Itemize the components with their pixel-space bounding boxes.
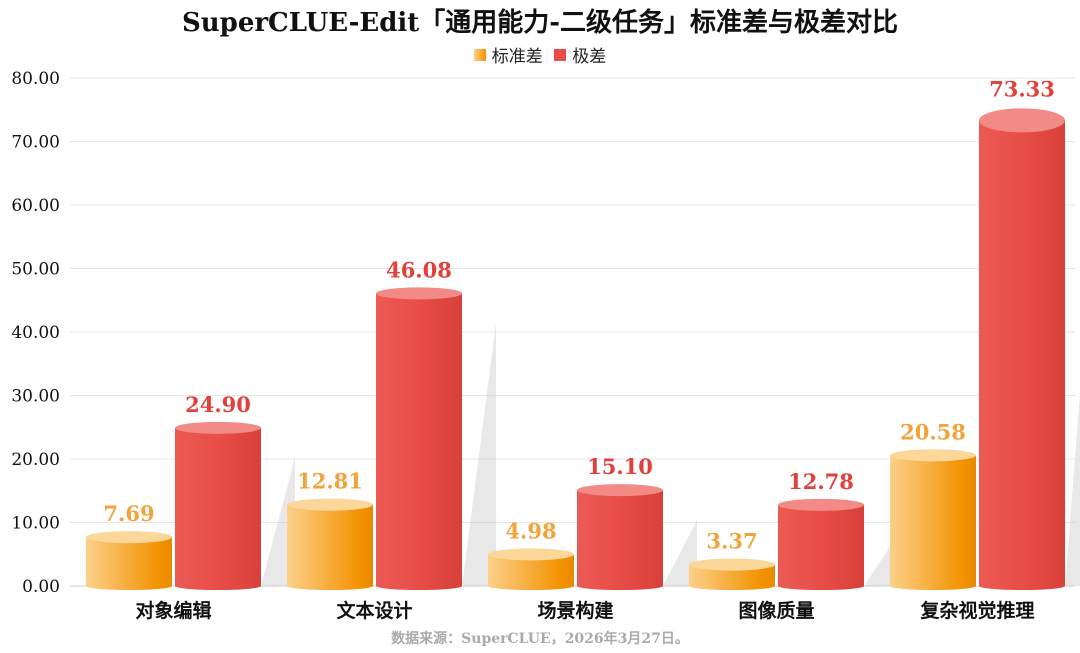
- y-tick-label: 0.00: [22, 577, 60, 597]
- x-category-label: 对象编辑: [135, 599, 211, 622]
- bar-base: [376, 582, 462, 590]
- bar: [175, 427, 261, 586]
- bar-top: [86, 531, 172, 544]
- chart-title: SuperCLUE-Edit「通用能力-二级任务」标准差与极差对比: [181, 8, 899, 38]
- bar-base: [890, 582, 976, 590]
- bar-shadow: [261, 457, 295, 586]
- x-category-label: 复杂视觉推理: [919, 599, 1034, 622]
- data-label: 15.10: [587, 454, 653, 479]
- legend-item-range: 极差: [554, 42, 606, 67]
- bar-top: [175, 421, 261, 434]
- bar: [577, 490, 663, 586]
- y-tick-label: 60.00: [11, 196, 60, 216]
- bar-top: [577, 484, 663, 497]
- bar: [86, 537, 172, 586]
- bar-top: [778, 498, 864, 511]
- bar: [287, 504, 373, 586]
- bar-shadow: [663, 520, 697, 586]
- chart-legend: 标准差 极差: [0, 42, 1080, 67]
- bar-base: [488, 582, 574, 590]
- data-label: 46.08: [386, 257, 452, 282]
- legend-swatch-std-dev: [473, 48, 486, 61]
- bar: [376, 293, 462, 586]
- bar: [778, 504, 864, 586]
- y-tick-label: 40.00: [11, 323, 60, 343]
- data-label: 12.81: [297, 469, 363, 494]
- bar-base: [86, 582, 172, 590]
- data-label: 20.58: [900, 419, 966, 444]
- source-note: 数据来源：SuperCLUE，2026年3月27日。: [391, 631, 689, 647]
- bar-shadow: [1065, 393, 1080, 586]
- bar: [689, 564, 775, 586]
- y-tick-label: 20.00: [11, 450, 60, 470]
- bar-base: [778, 582, 864, 590]
- y-tick-label: 80.00: [11, 69, 60, 89]
- x-category-label: 文本设计: [336, 599, 412, 622]
- data-label: 24.90: [185, 392, 251, 417]
- bar-base: [287, 582, 373, 590]
- bar: [979, 120, 1065, 587]
- y-tick-label: 10.00: [11, 514, 60, 534]
- data-label: 12.78: [788, 469, 854, 494]
- data-label: 4.98: [505, 518, 556, 543]
- bar-top: [890, 449, 976, 462]
- bar: [890, 455, 976, 586]
- bar-shadow: [864, 534, 898, 586]
- legend-label-std-dev: 标准差: [491, 47, 543, 67]
- bar-top: [979, 108, 1065, 133]
- data-label: 73.33: [989, 76, 1055, 101]
- data-label: 7.69: [103, 501, 154, 526]
- data-label: 3.37: [706, 529, 757, 554]
- bar-base: [979, 582, 1065, 590]
- bar-base: [689, 582, 775, 590]
- bar-top: [376, 287, 462, 300]
- bar-base: [175, 582, 261, 590]
- bar-top: [488, 548, 574, 561]
- bar-base: [577, 582, 663, 590]
- x-category-label: 场景构建: [537, 599, 613, 622]
- x-category-label: 图像质量: [738, 599, 814, 622]
- y-tick-label: 50.00: [11, 260, 60, 280]
- bar-top: [689, 558, 775, 571]
- y-tick-label: 70.00: [11, 133, 60, 153]
- bar-shadow: [462, 323, 496, 586]
- bar-top: [287, 498, 373, 511]
- legend-swatch-range: [554, 48, 567, 61]
- y-tick-label: 30.00: [11, 387, 60, 407]
- legend-label-range: 极差: [572, 47, 607, 67]
- legend-item-std-dev: 标准差: [473, 42, 543, 67]
